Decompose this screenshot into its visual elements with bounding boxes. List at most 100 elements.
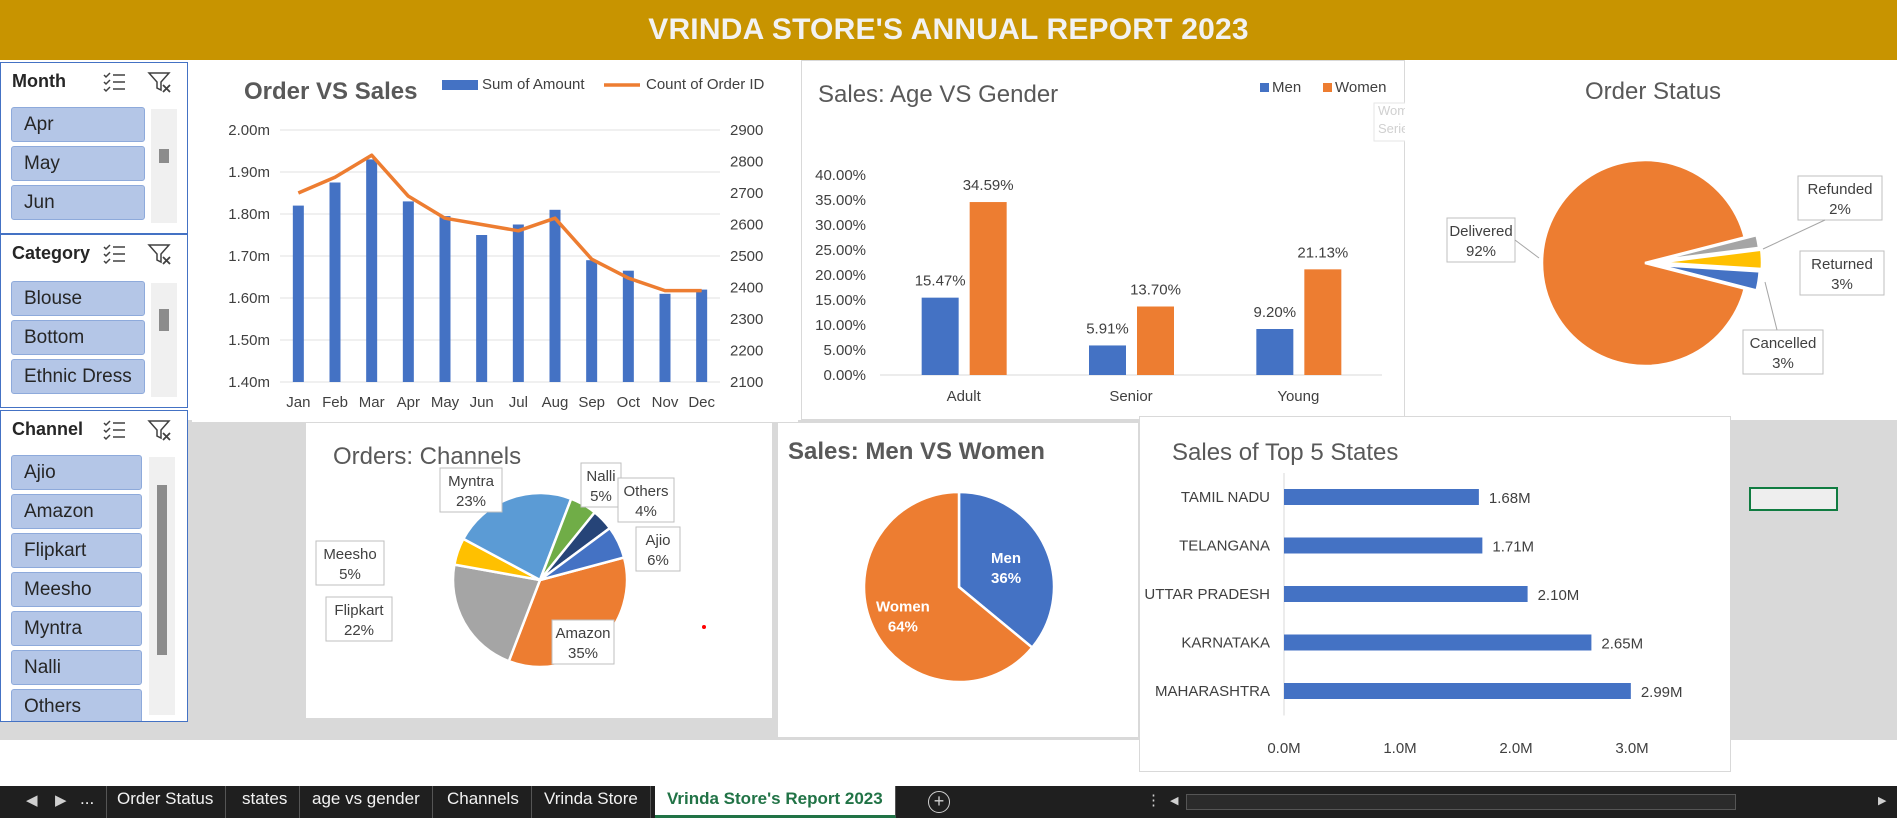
callout-delivered-box: [1446, 217, 1516, 263]
callout-ajio-box: [635, 526, 681, 572]
slicer-item-blouse[interactable]: Blouse: [11, 281, 145, 316]
data-label: 2.99M: [1641, 684, 1683, 701]
x-tick: Young: [1277, 388, 1319, 405]
hscroll-left-icon[interactable]: ◀: [1170, 795, 1179, 807]
bar-men: [1089, 345, 1126, 375]
y-tick: 15.00%: [815, 292, 866, 309]
legend-label-women: Women: [1335, 79, 1386, 96]
pie-slice-women: [862, 490, 1034, 684]
slicer-item-myntra[interactable]: Myntra: [11, 611, 142, 646]
top-states-chart[interactable]: Sales of Top 5 States TAMIL NADU 1.68M TEL…: [1139, 416, 1731, 772]
pie-label-women: Women: [876, 598, 930, 615]
clear-filter-icon[interactable]: [147, 69, 173, 95]
tab-channels[interactable]: Channels: [435, 786, 532, 818]
orders-channels-chart[interactable]: Orders: Channels Amazon 35% Flipkart 22% Mee…: [306, 423, 772, 718]
add-sheet-icon[interactable]: +: [928, 791, 950, 813]
month-slicer[interactable]: Month Apr May Jun: [0, 62, 188, 234]
slicer-item-ethnic-dress[interactable]: Ethnic Dress: [11, 359, 145, 394]
data-label: 5.91%: [1086, 320, 1129, 337]
sheet-tab-bar: ◀ ▶ ... Order Status states age vs gende…: [0, 786, 1897, 818]
callout-returned-box: [1799, 250, 1885, 296]
bar-sum-of-amount: [512, 224, 524, 382]
slicer-item-apr[interactable]: Apr: [11, 107, 145, 142]
tab-age-vs-gender[interactable]: age vs gender: [300, 786, 433, 818]
selected-cell[interactable]: [1749, 487, 1838, 511]
x-tick: Adult: [947, 388, 982, 405]
slicer-title: Category: [12, 243, 91, 263]
category-slicer[interactable]: Category Blouse Bottom Ethnic Dress: [0, 234, 188, 408]
data-label: 1.68M: [1489, 490, 1531, 507]
slicer-item-bottom[interactable]: Bottom: [11, 320, 145, 355]
x-tick: 3.0M: [1615, 740, 1648, 757]
tab-order-status[interactable]: Order Status: [105, 786, 227, 818]
bar-sum-of-amount: [696, 289, 708, 382]
data-label: 21.13%: [1297, 244, 1348, 261]
slicer-scrollbar[interactable]: [151, 283, 177, 397]
slicer-item-nalli[interactable]: Nalli: [11, 650, 142, 685]
x-tick: Aug: [542, 394, 569, 411]
hscroll-right-icon[interactable]: ▶: [1878, 795, 1887, 807]
slicer-item-may[interactable]: May: [11, 146, 145, 181]
slicer-item-amazon[interactable]: Amazon: [11, 494, 142, 529]
multi-select-icon[interactable]: [101, 417, 127, 443]
channel-slicer[interactable]: Channel Ajio Amazon Flipkart Meesho Mynt…: [0, 410, 188, 722]
data-label: 2.65M: [1601, 636, 1643, 653]
x-tick: Jun: [470, 394, 494, 411]
chart-title: Order Status: [1585, 78, 1722, 105]
bar-state: [1284, 683, 1631, 699]
horizontal-scrollbar[interactable]: [1186, 794, 1736, 810]
clear-filter-icon[interactable]: [147, 417, 173, 443]
callout-refunded-box: [1797, 175, 1883, 221]
slicer-scrollbar[interactable]: [151, 109, 177, 223]
callout-flipkart-box: [325, 596, 393, 642]
callout-amazon-text: 35%: [568, 645, 598, 662]
order-status-chart[interactable]: Order Status Delivered 92% Refunded 2% Retur…: [1405, 60, 1897, 420]
tab-split-handle[interactable]: ⋮: [1146, 792, 1161, 809]
callout-delivered-text: 92%: [1466, 243, 1496, 260]
y-tick: KARNATAKA: [1181, 635, 1270, 652]
slicer-scrollbar[interactable]: [149, 457, 175, 715]
order-vs-sales-chart[interactable]: Order VS Sales 1.40m 1.50m 1.60m 1.70m 1.80m…: [192, 60, 798, 422]
tab-states[interactable]: states: [230, 786, 301, 818]
chart-title: Sales: Age VS Gender: [818, 81, 1059, 108]
bar-sum-of-amount: [659, 293, 671, 382]
bar-sum-of-amount: [476, 235, 488, 382]
slicer-item-ajio[interactable]: Ajio: [11, 455, 142, 490]
callout-returned-text: 3%: [1831, 276, 1853, 293]
slicer-item-meesho[interactable]: Meesho: [11, 572, 142, 607]
x-tick: 0.0M: [1267, 740, 1300, 757]
callout-myntra-box: [439, 467, 503, 513]
data-label: 2.10M: [1538, 587, 1580, 604]
age-vs-gender-chart[interactable]: Sales: Age VS Gender 0.00% 5.00% 10.00% 15.…: [801, 60, 1406, 420]
y-tick-right: 2100: [730, 374, 763, 391]
slicer-item-jun[interactable]: Jun: [11, 185, 145, 220]
men-vs-women-plot: Men 36% Women 64%: [862, 490, 1056, 684]
callout-myntra-text: Myntra: [448, 473, 495, 490]
callout-ajio-text: Ajio: [645, 532, 670, 549]
pie-value-women: 64%: [888, 618, 918, 635]
multi-select-icon[interactable]: [101, 69, 127, 95]
tab-vrinda-store-report[interactable]: Vrinda Store's Report 2023: [655, 786, 896, 818]
men-vs-women-chart[interactable]: Sales: Men VS Women Men 36% Women 64%: [778, 423, 1138, 737]
callout-meesho-text: Meesho: [323, 546, 376, 563]
y-tick-left: 1.90m: [228, 164, 270, 181]
y-tick-left: 1.60m: [228, 290, 270, 307]
multi-select-icon[interactable]: [101, 241, 127, 267]
legend-swatch-men: [1260, 83, 1269, 92]
x-tick: Feb: [322, 394, 348, 411]
callout-cancelled-text: Cancelled: [1750, 335, 1817, 352]
slicer-item-others[interactable]: Others: [11, 689, 142, 721]
clear-filter-icon[interactable]: [147, 241, 173, 267]
slicer-item-flipkart[interactable]: Flipkart: [11, 533, 142, 568]
scroll-left-icon[interactable]: ◀: [26, 792, 38, 809]
callout-flipkart-text: 22%: [344, 622, 374, 639]
top-states-plot: TAMIL NADU 1.68M TELANGANA 1.71M UTTAR PRADE…: [1144, 473, 1683, 757]
bar-men: [921, 297, 959, 375]
callout-refunded-text: Refunded: [1807, 181, 1872, 198]
tab-vrinda-store[interactable]: Vrinda Store: [532, 786, 651, 818]
scroll-right-icon[interactable]: ▶: [55, 792, 67, 809]
legend-swatch-women: [1323, 83, 1332, 92]
tab-more[interactable]: ...: [68, 786, 108, 818]
red-dot: [702, 625, 706, 629]
y-tick-left: 1.40m: [228, 374, 270, 391]
